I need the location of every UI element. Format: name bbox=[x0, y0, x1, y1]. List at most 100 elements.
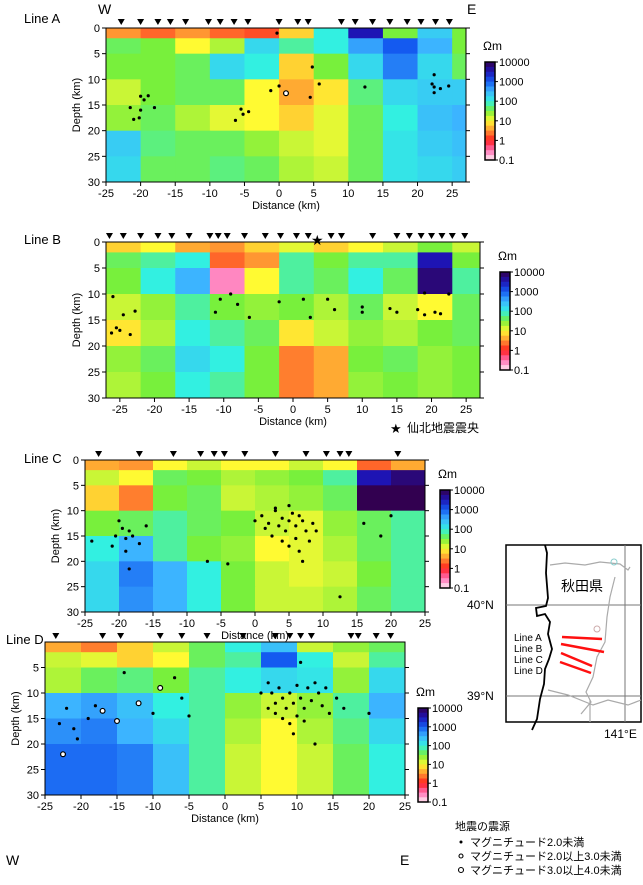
earthquake-hypocenter bbox=[433, 310, 437, 314]
resistivity-cell bbox=[279, 268, 315, 295]
resistivity-cell bbox=[140, 28, 176, 39]
earthquake-hypocenter bbox=[320, 704, 324, 708]
resistivity-cell bbox=[119, 586, 154, 613]
x-tick-label: 20 bbox=[363, 801, 375, 813]
station-marker bbox=[304, 233, 312, 239]
resistivity-cell bbox=[391, 460, 426, 471]
earthquake-hypocenter bbox=[139, 108, 143, 112]
resistivity-cell bbox=[175, 28, 211, 39]
x-tick-label: 10 bbox=[356, 404, 368, 416]
colorbar-label: 0.1 bbox=[454, 583, 469, 595]
station-marker bbox=[204, 19, 212, 25]
resistivity-cell bbox=[187, 536, 222, 562]
y-tick-label: 30 bbox=[88, 177, 100, 189]
resistivity-cell bbox=[255, 510, 290, 537]
x-tick-label: 15 bbox=[391, 404, 403, 416]
resistivity-cell bbox=[348, 372, 384, 399]
earthquake-hypocenter bbox=[151, 711, 155, 716]
colorbar-swatch bbox=[440, 578, 450, 584]
colorbar-swatch bbox=[418, 726, 428, 732]
earthquake-hypocenter bbox=[111, 295, 115, 299]
resistivity-cell bbox=[261, 744, 298, 770]
earthquake-hypocenter bbox=[335, 696, 339, 700]
y-tick-label: 10 bbox=[88, 74, 100, 86]
colorbar-swatch bbox=[440, 583, 450, 589]
x-tick-label: 15 bbox=[377, 188, 389, 200]
resistivity-cell bbox=[187, 561, 222, 588]
station-marker bbox=[448, 233, 456, 239]
panel-line-c: -25 -20 -15 -10 -5 0 5 10 15 20 25 0 5 10 15 20 25 30 Dist… bbox=[24, 451, 485, 642]
colorbar-swatch bbox=[418, 708, 428, 714]
resistivity-cell bbox=[383, 268, 419, 295]
earthquake-hypocenter bbox=[137, 116, 141, 120]
resistivity-cell bbox=[417, 346, 453, 373]
x-tick-label: 0 bbox=[222, 801, 228, 813]
colorbar-swatch bbox=[440, 504, 450, 511]
resistivity-cell bbox=[153, 718, 190, 745]
resistivity-cell bbox=[140, 105, 176, 132]
resistivity-cell bbox=[313, 320, 349, 347]
resistivity-cell bbox=[417, 38, 453, 55]
resistivity-cell bbox=[45, 642, 82, 653]
x-tick-label: 5 bbox=[311, 188, 317, 200]
earthquake-hypocenter bbox=[127, 567, 131, 571]
resistivity-cell bbox=[348, 105, 384, 132]
resistivity-cell bbox=[221, 536, 256, 562]
y-tick-label: 0 bbox=[73, 455, 79, 467]
resistivity-cell bbox=[279, 346, 315, 373]
earthquake-hypocenter bbox=[122, 671, 126, 675]
resistivity-cell bbox=[255, 586, 290, 613]
epicenter-star-icon: ★ bbox=[311, 232, 324, 248]
resistivity-cell bbox=[261, 652, 298, 668]
y-tick-label: 20 bbox=[67, 556, 79, 568]
station-marker bbox=[182, 19, 190, 25]
resistivity-cell bbox=[348, 320, 384, 347]
colorbar-frame bbox=[439, 489, 451, 589]
resistivity-cell bbox=[81, 769, 118, 796]
resistivity-cell bbox=[289, 470, 324, 486]
colorbar-swatch bbox=[485, 86, 495, 92]
earthquake-hypocenter bbox=[302, 719, 306, 723]
resistivity-cell bbox=[85, 485, 120, 512]
y-tick-label: 0 bbox=[94, 23, 100, 35]
resistivity-cell bbox=[417, 268, 453, 295]
station-marker bbox=[216, 19, 224, 25]
resistivity-cell bbox=[117, 718, 154, 745]
colorbar-unit: Ωm bbox=[498, 249, 517, 263]
earthquake-hypocenter bbox=[308, 95, 312, 99]
colorbar-swatch bbox=[500, 345, 510, 351]
resistivity-cell bbox=[417, 130, 453, 157]
colorbar-label: 0.1 bbox=[432, 797, 447, 809]
resistivity-cell bbox=[323, 470, 358, 486]
earthquake-hypocenter bbox=[317, 691, 321, 695]
resistivity-cell bbox=[323, 586, 358, 613]
survey-line-mark bbox=[560, 651, 593, 668]
colorbar-swatch bbox=[440, 563, 450, 569]
station-marker bbox=[117, 633, 125, 639]
station-marker bbox=[210, 451, 218, 457]
station-marker bbox=[387, 633, 395, 639]
resistivity-cell bbox=[119, 470, 154, 486]
earthquake-hypocenter bbox=[294, 536, 298, 541]
station-marker bbox=[214, 233, 222, 239]
resistivity-cell bbox=[117, 667, 154, 694]
earthquake-hypocenter bbox=[267, 521, 271, 525]
earthquake-hypocenter bbox=[297, 549, 301, 553]
resistivity-cell bbox=[382, 105, 419, 132]
panel-title: Line B bbox=[24, 232, 61, 247]
y-tick-label: 0 bbox=[94, 237, 100, 249]
resistivity-cell bbox=[209, 320, 246, 347]
colorbar-swatch bbox=[500, 325, 510, 332]
colorbar-swatch bbox=[500, 272, 510, 278]
x-tick-label: 5 bbox=[258, 801, 264, 813]
resistivity-cell bbox=[369, 744, 406, 770]
resistivity-cell bbox=[117, 769, 154, 796]
station-marker bbox=[294, 19, 302, 25]
resistivity-cell bbox=[244, 105, 280, 132]
x-tick-label: 10 bbox=[291, 801, 303, 813]
colorbar-label: 1 bbox=[499, 135, 505, 147]
station-marker bbox=[168, 233, 176, 239]
resistivity-cell bbox=[189, 693, 226, 719]
earthquake-hypocenter bbox=[273, 711, 277, 716]
earthquake-hypocenter bbox=[135, 700, 142, 707]
